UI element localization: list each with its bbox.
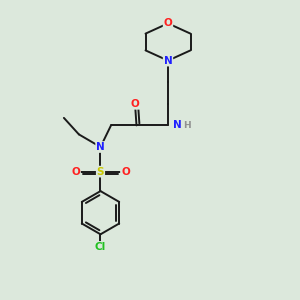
Text: H: H — [183, 121, 191, 130]
Text: N: N — [172, 120, 182, 130]
Text: N: N — [164, 56, 172, 66]
Text: N: N — [96, 142, 105, 152]
Text: O: O — [130, 99, 140, 109]
Text: O: O — [121, 167, 130, 177]
Text: S: S — [97, 167, 104, 177]
Text: O: O — [71, 167, 80, 177]
Text: O: O — [164, 18, 172, 28]
Text: Cl: Cl — [95, 242, 106, 252]
